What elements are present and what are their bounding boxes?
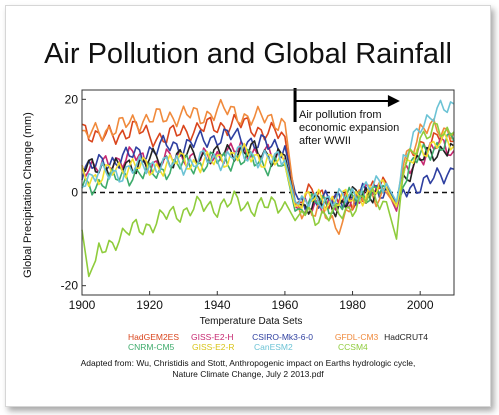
series-line-gfdl-cm3 [81,98,455,235]
figure-card: Air Pollution and Global Rainfall 1900 19… [5,5,491,407]
x-tick-label: 1920 [136,298,163,312]
precipitation-chart: 1900 1920 1940 1960 1980 2000 -20 0 20 [61,88,455,312]
legend-item-hadgem2es: HadGEM2ES [128,332,180,342]
y-tick-label: 20 [65,92,79,106]
source-citation: Adapted from: Wu, Christidis and Stott, … [6,358,490,380]
legend-item-giss-e2-h: GISS-E2-H [191,332,234,342]
y-axis-label-container: Global Precipitation Change (mm) [18,90,38,300]
series-line-ccsm4 [81,122,455,278]
x-tick-label: 1980 [339,298,366,312]
legend-item-cnrm-cm5: CNRM-CM5 [128,342,175,352]
source-line-1: Adapted from: Wu, Christidis and Stott, … [80,358,416,368]
annotation-line-1: Air pollution from [299,109,382,121]
annotation-line-2: economic expansion [299,122,400,134]
legend-item-canesm2: CanESM2 [254,342,293,352]
legend-item-ccsm4: CCSM4 [338,342,368,352]
legend-item-csiro: CSIRO-Mk3-6-0 [252,332,314,342]
source-line-2: Nature Climate Change, July 2 2013.pdf [172,369,324,379]
x-tick-label: 2000 [407,298,434,312]
series-line-canesm2 [81,99,455,210]
chart-title: Air Pollution and Global Rainfall [44,38,452,70]
x-axis-label: Temperature Data Sets [199,316,303,327]
legend-row-1: HadGEM2ES GISS-E2-H CSIRO-Mk3-6-0 GFDL-C… [128,332,428,342]
x-tick-label: 1940 [204,298,231,312]
y-tick-label: -20 [61,279,79,293]
legend-item-gfdl-cm3: GFDL-CM3 [334,332,379,342]
y-axis-label: Global Precipitation Change (mm) [22,112,34,278]
x-tick-label: 1960 [272,298,299,312]
x-tick-label: 1900 [69,298,96,312]
legend-item-giss-e2-r: GISS-E2-R [192,342,235,352]
annotation-arrow-head [387,95,400,107]
annotation-text: Air pollution from economic expansion af… [299,109,399,148]
y-tick-label: 0 [71,186,78,200]
legend-row-2: CNRM-CM5 GISS-E2-R CanESM2 CCSM4 [128,342,428,352]
annotation-line-3: after WWII [299,135,351,147]
legend: HadGEM2ES GISS-E2-H CSIRO-Mk3-6-0 GFDL-C… [128,332,428,352]
legend-item-hadcrut4: HadCRUT4 [384,332,429,342]
series-line-giss-e2-r [81,131,455,212]
